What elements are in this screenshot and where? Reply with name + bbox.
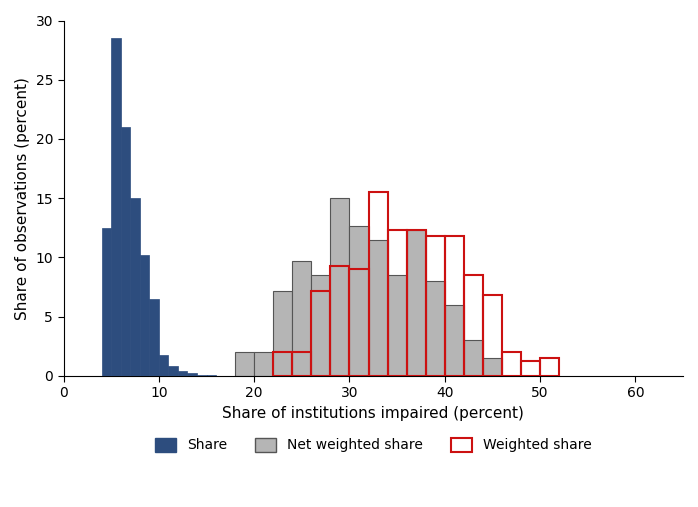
Bar (292, 261, 311, 376)
Bar (102, 228, 111, 376)
Bar (330, 198, 350, 376)
Bar (235, 352, 254, 376)
Bar (131, 198, 140, 376)
Bar (159, 355, 168, 376)
Bar (407, 230, 426, 376)
Bar (387, 230, 407, 376)
Bar (273, 352, 292, 376)
Bar (350, 226, 369, 376)
Bar (369, 240, 387, 376)
Bar (140, 255, 149, 376)
Bar (387, 275, 407, 376)
Bar (502, 352, 521, 376)
Bar (407, 230, 426, 376)
Bar (121, 127, 131, 376)
Bar (464, 275, 483, 376)
Bar (330, 266, 350, 376)
Bar (311, 275, 330, 376)
Bar (207, 375, 216, 376)
Bar (197, 375, 207, 376)
Bar (426, 236, 445, 376)
Bar (464, 340, 483, 376)
Bar (254, 352, 273, 376)
Bar (483, 296, 502, 376)
Bar (540, 358, 559, 376)
Bar (369, 192, 387, 376)
Bar (483, 358, 502, 376)
Bar (445, 305, 464, 376)
Bar (149, 299, 159, 376)
Bar (311, 291, 330, 376)
Bar (111, 38, 121, 376)
Bar (292, 352, 311, 376)
Bar (521, 360, 540, 376)
Bar (273, 291, 292, 376)
Bar (168, 366, 178, 376)
Legend: Share, Net weighted share, Weighted share: Share, Net weighted share, Weighted shar… (149, 432, 597, 458)
X-axis label: Share of institutions impaired (percent): Share of institutions impaired (percent) (223, 406, 524, 421)
Bar (350, 269, 369, 376)
Bar (445, 236, 464, 376)
Bar (188, 373, 197, 376)
Bar (426, 281, 445, 376)
Y-axis label: Share of observations (percent): Share of observations (percent) (15, 77, 30, 320)
Bar (178, 371, 188, 376)
